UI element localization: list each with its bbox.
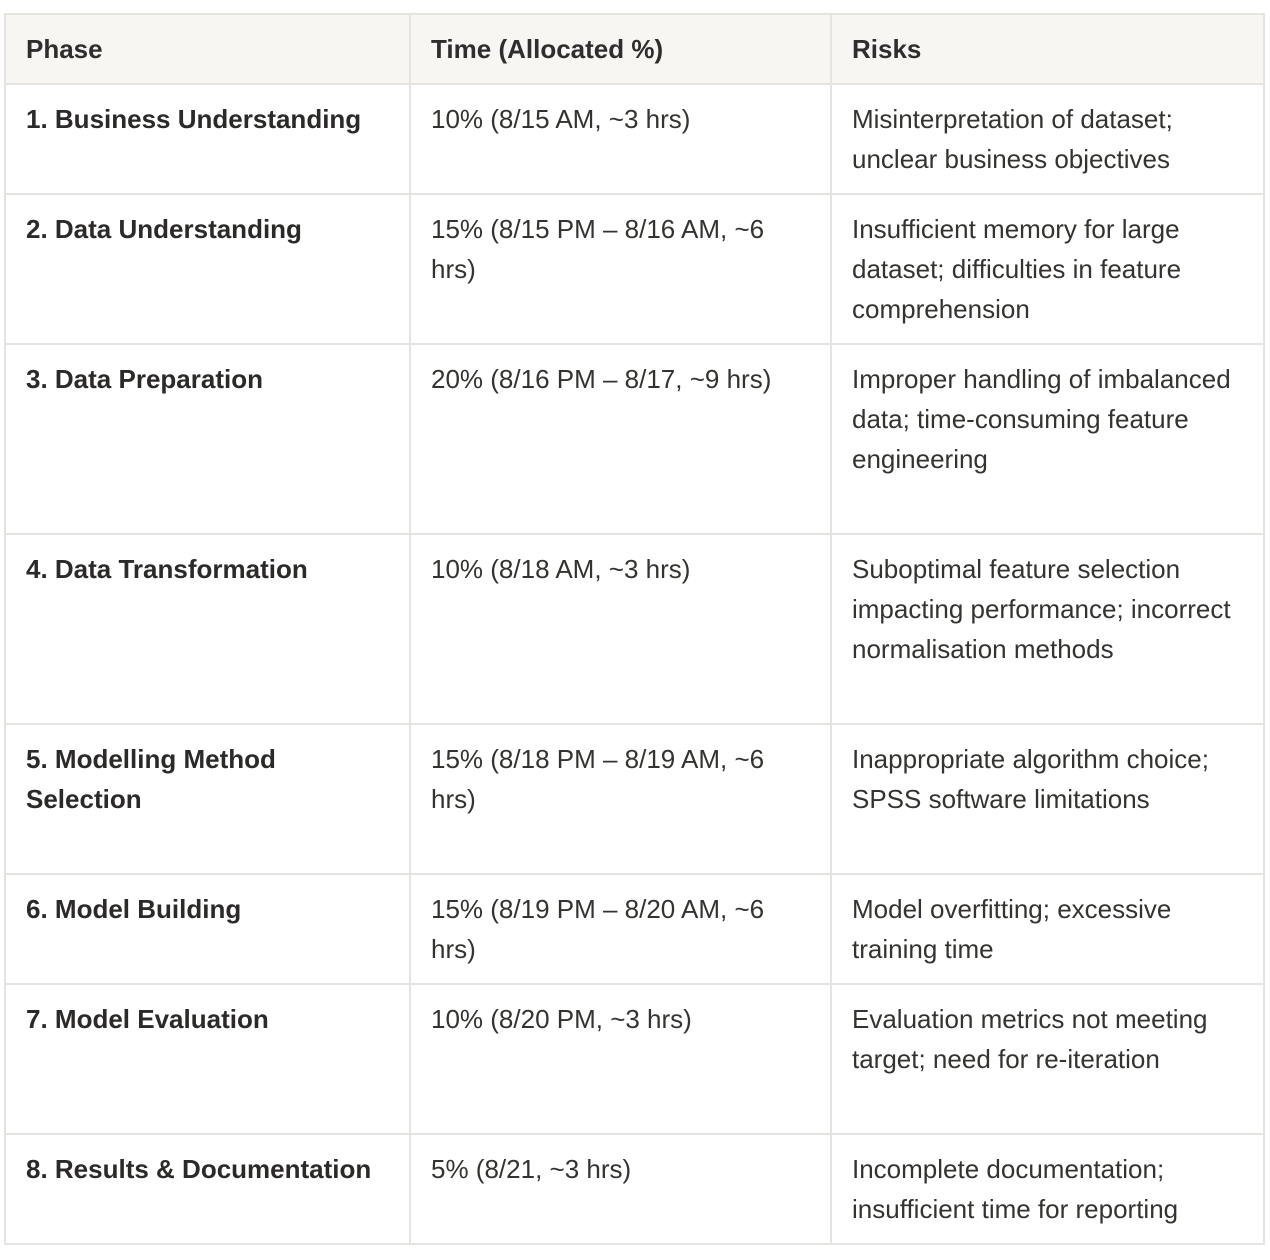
risks-cell: Suboptimal feature selection impacting p… bbox=[830, 533, 1265, 725]
phase-cell: 4. Data Transformation bbox=[4, 533, 411, 725]
table-row: 2. Data Understanding 15% (8/15 PM – 8/1… bbox=[4, 193, 1265, 345]
risks-cell: Inappropriate algorithm choice; SPSS sof… bbox=[830, 723, 1265, 875]
time-cell: 15% (8/18 PM – 8/19 AM, ~6 hrs) bbox=[409, 723, 832, 875]
phase-cell: 3. Data Preparation bbox=[4, 343, 411, 535]
phase-cell: 1. Business Understanding bbox=[4, 83, 411, 195]
phase-cell: 6. Model Building bbox=[4, 873, 411, 985]
time-cell: 15% (8/19 PM – 8/20 AM, ~6 hrs) bbox=[409, 873, 832, 985]
table-row: 6. Model Building 15% (8/19 PM – 8/20 AM… bbox=[4, 873, 1265, 985]
phase-cell: 5. Modelling Method Selection bbox=[4, 723, 411, 875]
phase-cell: 7. Model Evaluation bbox=[4, 983, 411, 1135]
time-cell: 20% (8/16 PM – 8/17, ~9 hrs) bbox=[409, 343, 832, 535]
phase-cell: 2. Data Understanding bbox=[4, 193, 411, 345]
header-time: Time (Allocated %) bbox=[409, 13, 832, 85]
time-cell: 10% (8/15 AM, ~3 hrs) bbox=[409, 83, 832, 195]
table-row: 5. Modelling Method Selection 15% (8/18 … bbox=[4, 723, 1265, 875]
table-row: 3. Data Preparation 20% (8/16 PM – 8/17,… bbox=[4, 343, 1265, 535]
table-row: 7. Model Evaluation 10% (8/20 PM, ~3 hrs… bbox=[4, 983, 1265, 1135]
header-row: Phase Time (Allocated %) Risks bbox=[4, 13, 1265, 85]
table-row: 4. Data Transformation 10% (8/18 AM, ~3 … bbox=[4, 533, 1265, 725]
time-cell: 10% (8/18 AM, ~3 hrs) bbox=[409, 533, 832, 725]
time-cell: 15% (8/15 PM – 8/16 AM, ~6 hrs) bbox=[409, 193, 832, 345]
header-risks: Risks bbox=[830, 13, 1265, 85]
table-header: Phase Time (Allocated %) Risks bbox=[4, 13, 1265, 85]
header-phase: Phase bbox=[4, 13, 411, 85]
risks-cell: Incomplete documentation; insufficient t… bbox=[830, 1133, 1265, 1245]
risks-cell: Misinterpretation of dataset; unclear bu… bbox=[830, 83, 1265, 195]
table-body: 1. Business Understanding 10% (8/15 AM, … bbox=[4, 83, 1265, 1245]
risks-cell: Model overfitting; excessive training ti… bbox=[830, 873, 1265, 985]
phase-cell: 8. Results & Documentation bbox=[4, 1133, 411, 1245]
phase-plan-table: Phase Time (Allocated %) Risks 1. Busine… bbox=[4, 13, 1265, 1245]
table-row: 8. Results & Documentation 5% (8/21, ~3 … bbox=[4, 1133, 1265, 1245]
risks-cell: Insufficient memory for large dataset; d… bbox=[830, 193, 1265, 345]
time-cell: 5% (8/21, ~3 hrs) bbox=[409, 1133, 832, 1245]
time-cell: 10% (8/20 PM, ~3 hrs) bbox=[409, 983, 832, 1135]
risks-cell: Evaluation metrics not meeting target; n… bbox=[830, 983, 1265, 1135]
table-row: 1. Business Understanding 10% (8/15 AM, … bbox=[4, 83, 1265, 195]
risks-cell: Improper handling of imbalanced data; ti… bbox=[830, 343, 1265, 535]
